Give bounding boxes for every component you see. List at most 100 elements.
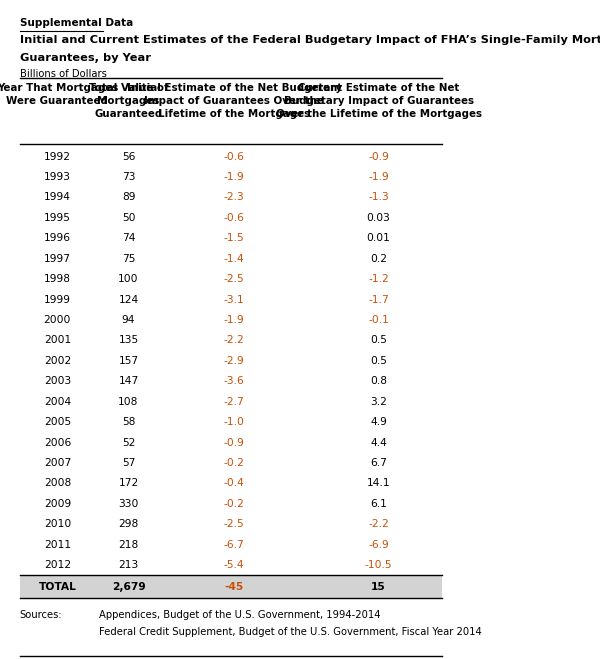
Text: 218: 218 bbox=[118, 540, 139, 550]
Text: Appendices, Budget of the U.S. Government, 1994-2014: Appendices, Budget of the U.S. Governmen… bbox=[100, 610, 381, 620]
Text: -0.2: -0.2 bbox=[224, 499, 245, 509]
Text: 2000: 2000 bbox=[44, 315, 71, 325]
Text: Supplemental Data: Supplemental Data bbox=[20, 18, 133, 28]
Text: -1.9: -1.9 bbox=[224, 315, 245, 325]
Text: 52: 52 bbox=[122, 438, 135, 447]
Text: 1994: 1994 bbox=[44, 192, 71, 202]
Text: 100: 100 bbox=[118, 274, 139, 284]
Text: 73: 73 bbox=[122, 172, 135, 182]
Text: -1.4: -1.4 bbox=[224, 254, 245, 264]
Text: 2003: 2003 bbox=[44, 376, 71, 386]
Text: Year That Mortgages
Were Guaranteed: Year That Mortgages Were Guaranteed bbox=[0, 83, 118, 106]
Text: Sources:: Sources: bbox=[20, 610, 62, 620]
Text: -3.1: -3.1 bbox=[224, 295, 245, 304]
Text: -0.2: -0.2 bbox=[224, 458, 245, 468]
Text: -6.7: -6.7 bbox=[224, 540, 245, 550]
Text: 298: 298 bbox=[118, 519, 139, 529]
Text: 56: 56 bbox=[122, 152, 135, 161]
Text: -1.9: -1.9 bbox=[368, 172, 389, 182]
Text: Federal Credit Supplement, Budget of the U.S. Government, Fiscal Year 2014: Federal Credit Supplement, Budget of the… bbox=[100, 627, 482, 637]
Text: 89: 89 bbox=[122, 192, 135, 202]
Text: 0.5: 0.5 bbox=[370, 335, 387, 345]
Text: 108: 108 bbox=[118, 397, 139, 407]
Text: 1992: 1992 bbox=[44, 152, 71, 161]
Text: 0.5: 0.5 bbox=[370, 356, 387, 366]
Text: 0.03: 0.03 bbox=[367, 213, 391, 223]
Bar bbox=[20, 575, 442, 598]
Text: 1998: 1998 bbox=[44, 274, 71, 284]
Text: -10.5: -10.5 bbox=[365, 560, 392, 570]
Text: 14.1: 14.1 bbox=[367, 478, 391, 488]
Text: 172: 172 bbox=[118, 478, 139, 488]
Text: 0.2: 0.2 bbox=[370, 254, 387, 264]
Text: 1995: 1995 bbox=[44, 213, 71, 223]
Text: -1.7: -1.7 bbox=[368, 295, 389, 304]
Text: 2,679: 2,679 bbox=[112, 582, 145, 592]
Text: 0.01: 0.01 bbox=[367, 233, 391, 243]
Text: -1.3: -1.3 bbox=[368, 192, 389, 202]
Text: 2008: 2008 bbox=[44, 478, 71, 488]
Text: 3.2: 3.2 bbox=[370, 397, 387, 407]
Text: 2001: 2001 bbox=[44, 335, 71, 345]
Text: 1996: 1996 bbox=[44, 233, 71, 243]
Text: Current Estimate of the Net
Budgetary Impact of Guarantees
Over the Lifetime of : Current Estimate of the Net Budgetary Im… bbox=[275, 83, 482, 119]
Text: 75: 75 bbox=[122, 254, 135, 264]
Text: 330: 330 bbox=[118, 499, 139, 509]
Text: 58: 58 bbox=[122, 417, 135, 427]
Text: -45: -45 bbox=[224, 582, 244, 592]
Text: 2009: 2009 bbox=[44, 499, 71, 509]
Text: -0.1: -0.1 bbox=[368, 315, 389, 325]
Text: -0.4: -0.4 bbox=[224, 478, 245, 488]
Text: 1993: 1993 bbox=[44, 172, 71, 182]
Text: TOTAL: TOTAL bbox=[38, 582, 76, 592]
Text: 4.4: 4.4 bbox=[370, 438, 387, 447]
Text: Guarantees, by Year: Guarantees, by Year bbox=[20, 53, 151, 63]
Text: 0.8: 0.8 bbox=[370, 376, 387, 386]
Text: -5.4: -5.4 bbox=[224, 560, 244, 570]
Text: -2.9: -2.9 bbox=[224, 356, 245, 366]
Text: 1997: 1997 bbox=[44, 254, 71, 264]
Text: -1.5: -1.5 bbox=[224, 233, 244, 243]
Text: -2.5: -2.5 bbox=[224, 519, 244, 529]
Text: -0.6: -0.6 bbox=[224, 152, 245, 161]
Text: 2004: 2004 bbox=[44, 397, 71, 407]
Text: 2007: 2007 bbox=[44, 458, 71, 468]
Text: 2011: 2011 bbox=[44, 540, 71, 550]
Text: -2.3: -2.3 bbox=[224, 192, 245, 202]
Text: 157: 157 bbox=[118, 356, 139, 366]
Text: -0.9: -0.9 bbox=[368, 152, 389, 161]
Text: 124: 124 bbox=[118, 295, 139, 304]
Text: -2.5: -2.5 bbox=[224, 274, 244, 284]
Text: 50: 50 bbox=[122, 213, 135, 223]
Text: 74: 74 bbox=[122, 233, 135, 243]
Text: -0.6: -0.6 bbox=[224, 213, 245, 223]
Text: -2.2: -2.2 bbox=[368, 519, 389, 529]
Text: Billions of Dollars: Billions of Dollars bbox=[20, 69, 106, 79]
Text: 2002: 2002 bbox=[44, 356, 71, 366]
Text: 147: 147 bbox=[118, 376, 139, 386]
Text: 94: 94 bbox=[122, 315, 135, 325]
Text: -2.2: -2.2 bbox=[224, 335, 245, 345]
Text: -6.9: -6.9 bbox=[368, 540, 389, 550]
Text: -1.9: -1.9 bbox=[224, 172, 245, 182]
Text: 4.9: 4.9 bbox=[370, 417, 387, 427]
Text: -1.2: -1.2 bbox=[368, 274, 389, 284]
Text: 15: 15 bbox=[371, 582, 386, 592]
Text: 213: 213 bbox=[118, 560, 139, 570]
Text: -2.7: -2.7 bbox=[224, 397, 245, 407]
Text: -0.9: -0.9 bbox=[224, 438, 245, 447]
Text: -3.6: -3.6 bbox=[224, 376, 245, 386]
Text: 57: 57 bbox=[122, 458, 135, 468]
Text: Initial Estimate of the Net Budgetary
Impact of Guarantees Over the
Lifetime of : Initial Estimate of the Net Budgetary Im… bbox=[127, 83, 342, 119]
Text: 135: 135 bbox=[118, 335, 139, 345]
Text: 2006: 2006 bbox=[44, 438, 71, 447]
Text: Initial and Current Estimates of the Federal Budgetary Impact of FHA’s Single-Fa: Initial and Current Estimates of the Fed… bbox=[20, 35, 600, 45]
Text: 2010: 2010 bbox=[44, 519, 71, 529]
Text: 1999: 1999 bbox=[44, 295, 71, 304]
Text: -1.0: -1.0 bbox=[224, 417, 245, 427]
Text: 6.7: 6.7 bbox=[370, 458, 387, 468]
Text: 2005: 2005 bbox=[44, 417, 71, 427]
Text: 2012: 2012 bbox=[44, 560, 71, 570]
Text: Total Value of
Mortgages
Guaranteed: Total Value of Mortgages Guaranteed bbox=[89, 83, 169, 119]
Text: 6.1: 6.1 bbox=[370, 499, 387, 509]
